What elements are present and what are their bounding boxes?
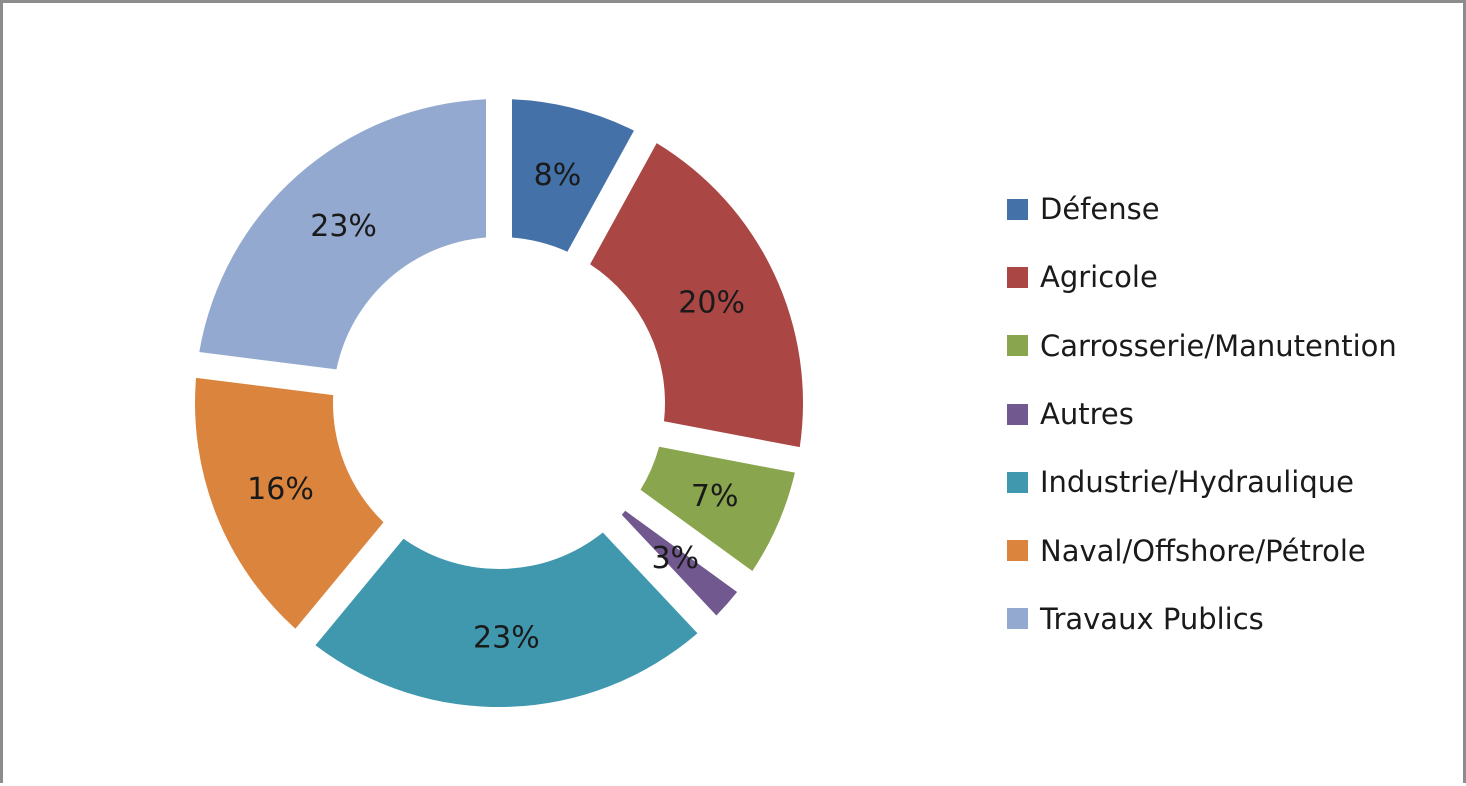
slice-labels: 8% 20% 7% 3% 23% 16% 23% xyxy=(247,158,745,656)
slice-label-defense: 8% xyxy=(534,158,582,193)
legend-swatch-defense xyxy=(1007,198,1028,220)
donut-slices xyxy=(194,99,804,708)
legend-label-naval-offshore-petrole: Naval/Offshore/Pétrole xyxy=(1040,533,1366,568)
slice-carrosserie-manutention xyxy=(640,446,795,572)
slice-label-naval-offshore-petrole: 16% xyxy=(247,472,314,507)
slice-agricole xyxy=(590,143,804,448)
slice-label-carrosserie-manutention: 7% xyxy=(691,479,739,514)
legend-item-autres: Autres xyxy=(1007,380,1397,448)
legend-item-defense: Défense xyxy=(1007,175,1397,243)
legend-label-defense: Défense xyxy=(1040,192,1160,227)
slice-label-agricole: 20% xyxy=(678,285,745,320)
legend-label-industrie-hydraulique: Industrie/Hydraulique xyxy=(1040,465,1354,500)
legend-swatch-naval-offshore-petrole xyxy=(1007,540,1028,562)
donut-chart: 8% 20% 7% 3% 23% 16% 23% xyxy=(194,99,804,708)
legend-item-agricole: Agricole xyxy=(1007,243,1397,311)
legend-item-naval-offshore-petrole: Naval/Offshore/Pétrole xyxy=(1007,516,1397,584)
legend-item-industrie-hydraulique: Industrie/Hydraulique xyxy=(1007,448,1397,516)
legend: Défense Agricole Carrosserie/Manutention Au… xyxy=(1007,175,1397,653)
legend-swatch-autres xyxy=(1007,403,1028,425)
slice-travaux-publics xyxy=(199,99,487,370)
slice-autres xyxy=(621,510,738,616)
legend-label-travaux-publics: Travaux Publics xyxy=(1040,601,1264,636)
legend-label-agricole: Agricole xyxy=(1040,260,1158,295)
slice-naval-offshore-petrole xyxy=(194,377,384,629)
legend-label-carrosserie-manutention: Carrosserie/Manutention xyxy=(1040,328,1397,363)
legend-swatch-industrie-hydraulique xyxy=(1007,471,1028,493)
legend-item-carrosserie-manutention: Carrosserie/Manutention xyxy=(1007,312,1397,380)
legend-swatch-carrosserie-manutention xyxy=(1007,335,1028,357)
legend-swatch-agricole xyxy=(1007,266,1028,288)
legend-swatch-travaux-publics xyxy=(1007,608,1028,630)
slice-label-industrie-hydraulique: 23% xyxy=(473,620,540,655)
slice-label-travaux-publics: 23% xyxy=(310,209,377,244)
slice-industrie-hydraulique xyxy=(315,532,698,708)
slice-label-autres: 3% xyxy=(651,541,699,576)
legend-item-travaux-publics: Travaux Publics xyxy=(1007,585,1397,653)
legend-label-autres: Autres xyxy=(1040,397,1134,432)
slice-defense xyxy=(511,99,634,252)
